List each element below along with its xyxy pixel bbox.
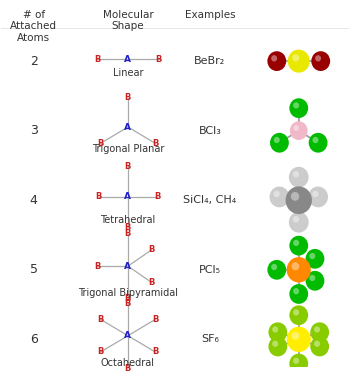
Circle shape [287, 257, 311, 282]
Circle shape [289, 167, 309, 188]
Text: B: B [155, 55, 162, 64]
Text: B: B [125, 294, 131, 303]
Text: Examples: Examples [184, 10, 235, 20]
Text: Molecular
Shape: Molecular Shape [103, 10, 153, 31]
Text: B: B [125, 223, 131, 232]
Circle shape [267, 51, 286, 71]
Circle shape [309, 275, 315, 281]
Text: B: B [148, 245, 155, 254]
Circle shape [293, 171, 299, 178]
Circle shape [313, 137, 318, 143]
Circle shape [288, 50, 310, 73]
Text: B: B [152, 139, 158, 148]
Circle shape [292, 332, 299, 340]
Text: 5: 5 [30, 263, 38, 276]
Circle shape [292, 262, 299, 270]
Circle shape [293, 102, 299, 109]
Circle shape [312, 191, 318, 197]
Circle shape [271, 264, 277, 270]
Text: B: B [152, 315, 158, 324]
Text: B: B [154, 192, 160, 201]
Text: Tetrahedral: Tetrahedral [100, 215, 155, 225]
Text: BCl₃: BCl₃ [198, 126, 221, 136]
Circle shape [309, 253, 315, 259]
Circle shape [287, 327, 311, 352]
Text: BeBr₂: BeBr₂ [194, 56, 225, 66]
Circle shape [291, 192, 299, 201]
Text: 4: 4 [30, 194, 38, 207]
Text: 2: 2 [30, 54, 38, 68]
Circle shape [268, 322, 287, 342]
Circle shape [314, 341, 320, 347]
Text: B: B [152, 347, 158, 356]
Text: 6: 6 [30, 333, 38, 346]
Circle shape [292, 54, 299, 62]
Circle shape [309, 133, 328, 153]
Text: Trigonal Planar: Trigonal Planar [92, 144, 164, 154]
Text: B: B [148, 278, 155, 287]
Text: A: A [125, 261, 132, 271]
Text: B: B [125, 299, 131, 308]
Text: Linear: Linear [113, 68, 143, 78]
Text: A: A [125, 192, 132, 201]
Circle shape [271, 55, 277, 62]
Circle shape [289, 98, 308, 118]
Circle shape [267, 260, 286, 280]
Text: B: B [96, 192, 102, 201]
Text: SiCl₄, CH₄: SiCl₄, CH₄ [183, 195, 237, 205]
Circle shape [306, 249, 324, 269]
Circle shape [293, 358, 299, 364]
Circle shape [293, 125, 299, 131]
Text: # of
Attached
Atoms: # of Attached Atoms [10, 10, 57, 43]
Text: A: A [125, 122, 132, 132]
Circle shape [310, 336, 329, 356]
Text: B: B [94, 261, 100, 271]
Text: B: B [125, 93, 131, 102]
Text: A: A [125, 331, 132, 340]
Text: SF₆: SF₆ [201, 334, 219, 344]
Circle shape [289, 284, 308, 304]
Text: PCl₅: PCl₅ [199, 265, 221, 275]
Circle shape [310, 322, 329, 342]
Text: B: B [98, 315, 104, 324]
Circle shape [268, 336, 287, 356]
Text: A: A [125, 55, 132, 64]
Text: Octahedral: Octahedral [101, 358, 155, 368]
Circle shape [272, 341, 278, 347]
Circle shape [293, 309, 299, 316]
Text: Trigonal Bipyramidal: Trigonal Bipyramidal [78, 288, 178, 298]
Text: B: B [125, 162, 131, 170]
Text: B: B [98, 347, 104, 356]
Circle shape [286, 186, 312, 214]
Circle shape [314, 326, 320, 333]
Circle shape [311, 51, 330, 71]
Circle shape [273, 191, 280, 197]
Circle shape [293, 288, 299, 294]
Text: B: B [125, 364, 131, 373]
Text: B: B [98, 139, 104, 148]
Circle shape [274, 137, 280, 143]
Circle shape [270, 133, 289, 153]
Circle shape [272, 326, 278, 333]
Circle shape [293, 240, 299, 246]
Circle shape [270, 186, 289, 207]
Circle shape [289, 236, 308, 256]
Circle shape [315, 55, 321, 62]
Circle shape [289, 354, 308, 373]
Text: B: B [125, 229, 131, 238]
Circle shape [289, 212, 309, 233]
Text: 3: 3 [30, 124, 38, 137]
Circle shape [306, 271, 324, 291]
Circle shape [289, 305, 308, 325]
Circle shape [308, 186, 328, 207]
Text: B: B [94, 55, 100, 64]
Circle shape [290, 121, 308, 140]
Circle shape [293, 216, 299, 223]
